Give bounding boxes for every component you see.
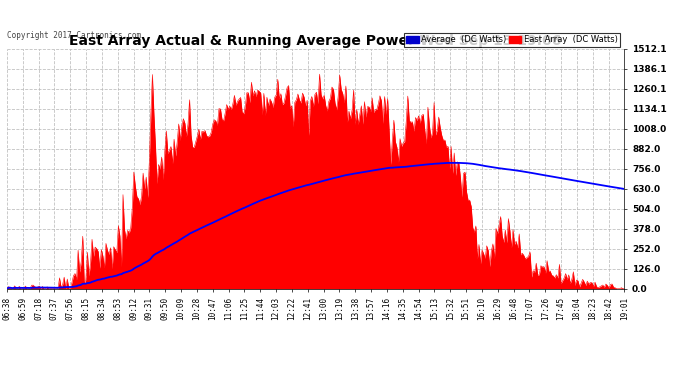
Legend: Average  (DC Watts), East Array  (DC Watts): Average (DC Watts), East Array (DC Watts… xyxy=(404,33,620,46)
Text: Copyright 2017 Cartronics.com: Copyright 2017 Cartronics.com xyxy=(7,32,141,40)
Title: East Array Actual & Running Average Power Wed Sep 13 19:06: East Array Actual & Running Average Powe… xyxy=(70,34,562,48)
